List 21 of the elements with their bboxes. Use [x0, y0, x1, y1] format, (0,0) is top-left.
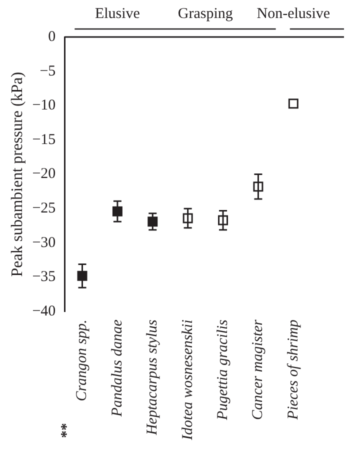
x-tick-label: Heptacarpus stylus: [144, 319, 161, 436]
y-tick-label: 0: [48, 28, 56, 45]
x-tick-label: Pieces of shrimp: [285, 319, 302, 421]
x-tick-label: Idotea wosnesenskii: [180, 320, 196, 442]
y-tick-label: −40: [32, 304, 56, 320]
y-tick-label: −15: [32, 132, 56, 148]
y-tick-label: −10: [32, 98, 56, 114]
x-tick-label: Crangon spp.: [74, 320, 90, 402]
x-tick-label: Cancer magister: [250, 319, 266, 420]
y-axis-title: Peak subambient pressure (kPa): [8, 72, 26, 277]
text: Elusive: [94, 6, 140, 22]
x-tick-label: Pandalus danae: [109, 319, 126, 418]
y-tick-label: −20: [32, 166, 56, 182]
y-tick-label: −5: [40, 63, 56, 80]
text: Non-elusive: [256, 6, 330, 22]
text: **: [59, 423, 76, 438]
x-tick-label: Pugettia gracilis: [214, 319, 231, 422]
text: Grasping: [178, 6, 234, 22]
y-tick-label: −35: [32, 269, 56, 286]
y-tick-label: −25: [32, 200, 56, 217]
y-tick-label: −30: [32, 234, 56, 251]
